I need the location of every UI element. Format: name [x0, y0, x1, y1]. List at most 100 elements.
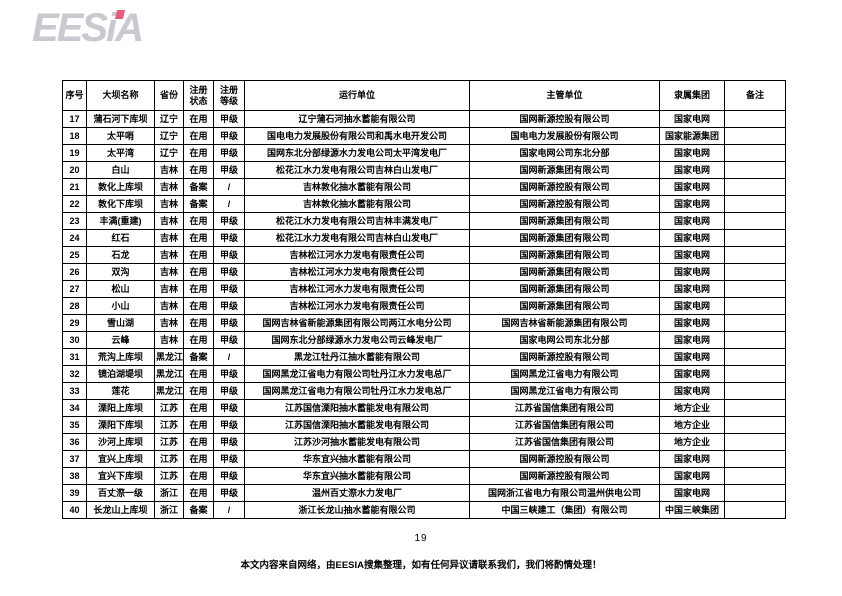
- table-cell-province: 吉林: [154, 229, 184, 247]
- table-cell-group: 国家电网: [659, 178, 725, 196]
- table-cell-supervisor: 国网新源集团有限公司: [469, 212, 660, 230]
- table-row: 40 长龙山上库坝 浙江 备案 / 浙江长龙山抽水蓄能有限公司 中国三峡建工（集团）有限公司…: [62, 501, 786, 519]
- table-cell-reg_grade: 甲级: [213, 144, 245, 162]
- table-cell-supervisor: 国家电网公司东北分部: [469, 144, 660, 162]
- table-cell-remark: [724, 263, 786, 281]
- table-cell-remark: [724, 382, 786, 400]
- table-cell-supervisor: 国网浙江省电力有限公司温州供电公司: [469, 484, 660, 502]
- table-cell-reg_grade: 甲级: [213, 297, 245, 315]
- table-cell-supervisor: 国网新源集团有限公司: [469, 280, 660, 298]
- table-cell-province: 吉林: [154, 212, 184, 230]
- table-cell-name: 溧阳上库坝: [86, 399, 155, 417]
- column-header-remark: 备注: [724, 80, 786, 111]
- table-cell-supervisor: 国网新源控股有限公司: [469, 110, 660, 128]
- table-cell-supervisor: 国网新源集团有限公司: [469, 161, 660, 179]
- table-row: 26 双沟 吉林 在用 甲级 吉林松江河水力发电有限责任公司 国网新源集团有限公司 国家电网: [62, 263, 786, 281]
- table-cell-province: 浙江: [154, 501, 184, 519]
- table-cell-reg_grade: 甲级: [213, 450, 245, 468]
- table-cell-reg_grade: 甲级: [213, 314, 245, 332]
- table-cell-operator: 浙江长龙山抽水蓄能有限公司: [244, 501, 470, 519]
- table-cell-reg_status: 在用: [183, 110, 214, 128]
- column-header-num: 序号: [62, 80, 87, 111]
- table-cell-group: 国家电网: [659, 110, 725, 128]
- table-cell-num: 28: [62, 297, 87, 315]
- table-cell-operator: 吉林松江河水力发电有限责任公司: [244, 263, 470, 281]
- table-cell-reg_status: 在用: [183, 127, 214, 145]
- table-cell-remark: [724, 399, 786, 417]
- table-cell-province: 吉林: [154, 280, 184, 298]
- table-cell-reg_status: 在用: [183, 484, 214, 502]
- table-cell-operator: 江苏国信溧阳抽水蓄能发电有限公司: [244, 416, 470, 434]
- table-cell-supervisor: 国网新源控股有限公司: [469, 178, 660, 196]
- table-cell-reg_grade: 甲级: [213, 212, 245, 230]
- table-row: 20 白山 吉林 在用 甲级 松花江水力发电有限公司吉林白山发电厂 国网新源集团有限公司 国家…: [62, 161, 786, 179]
- table-cell-province: 江苏: [154, 416, 184, 434]
- table-cell-supervisor: 国网新源控股有限公司: [469, 195, 660, 213]
- table-cell-operator: 黑龙江牡丹江抽水蓄能有限公司: [244, 348, 470, 366]
- column-header-reg_grade: 注册 等级: [213, 80, 245, 111]
- table-cell-reg_status: 在用: [183, 297, 214, 315]
- table-cell-remark: [724, 212, 786, 230]
- table-row: 34 溧阳上库坝 江苏 在用 甲级 江苏国信溧阳抽水蓄能发电有限公司 江苏省国信集团有限公司…: [62, 399, 786, 417]
- table-cell-reg_grade: 甲级: [213, 161, 245, 179]
- table-row: 17 蒲石河下库坝 辽宁 在用 甲级 辽宁蒲石河抽水蓄能有限公司 国网新源控股有限公司 国家电…: [62, 110, 786, 128]
- table-cell-name: 雪山湖: [86, 314, 155, 332]
- table-row: 33 莲花 黑龙江 在用 甲级 国网黑龙江省电力有限公司牡丹江水力发电总厂 国网黑龙江省电力…: [62, 382, 786, 400]
- column-header-reg_status: 注册 状态: [183, 80, 214, 111]
- table-cell-num: 37: [62, 450, 87, 468]
- table-cell-operator: 吉林敦化抽水蓄能有限公司: [244, 195, 470, 213]
- table-cell-name: 荒沟上库坝: [86, 348, 155, 366]
- table-cell-num: 39: [62, 484, 87, 502]
- table-cell-name: 太平湾: [86, 144, 155, 162]
- column-header-operator: 运行单位: [244, 80, 470, 111]
- table-cell-num: 35: [62, 416, 87, 434]
- table-cell-remark: [724, 110, 786, 128]
- table-cell-province: 江苏: [154, 433, 184, 451]
- table-row: 27 松山 吉林 在用 甲级 吉林松江河水力发电有限责任公司 国网新源集团有限公司 国家电网: [62, 280, 786, 298]
- table-cell-num: 23: [62, 212, 87, 230]
- table-cell-group: 国家电网: [659, 246, 725, 264]
- table-cell-num: 25: [62, 246, 87, 264]
- table-cell-name: 敦化下库坝: [86, 195, 155, 213]
- table-cell-reg_grade: /: [213, 178, 245, 196]
- table-cell-operator: 松花江水力发电有限公司吉林丰满发电厂: [244, 212, 470, 230]
- table-cell-province: 吉林: [154, 195, 184, 213]
- table-cell-supervisor: 国网新源集团有限公司: [469, 263, 660, 281]
- table-cell-group: 国家电网: [659, 212, 725, 230]
- table-cell-name: 长龙山上库坝: [86, 501, 155, 519]
- table-cell-operator: 国电电力发展股份有限公司和禹水电开发公司: [244, 127, 470, 145]
- table-cell-group: 地方企业: [659, 416, 725, 434]
- table-cell-remark: [724, 348, 786, 366]
- table-cell-remark: [724, 450, 786, 468]
- table-cell-reg_status: 在用: [183, 280, 214, 298]
- table-cell-supervisor: 国网新源控股有限公司: [469, 348, 660, 366]
- table-cell-remark: [724, 484, 786, 502]
- table-cell-province: 辽宁: [154, 110, 184, 128]
- table-cell-reg_status: 在用: [183, 399, 214, 417]
- table-cell-reg_grade: /: [213, 501, 245, 519]
- table-cell-name: 宜兴上库坝: [86, 450, 155, 468]
- table-row: 28 小山 吉林 在用 甲级 吉林松江河水力发电有限责任公司 国网新源集团有限公司 国家电网: [62, 297, 786, 315]
- table-cell-supervisor: 国家电网公司东北分部: [469, 331, 660, 349]
- table-cell-group: 国家电网: [659, 195, 725, 213]
- table-cell-group: 地方企业: [659, 399, 725, 417]
- table-cell-group: 国家电网: [659, 348, 725, 366]
- table-row: 37 宜兴上库坝 江苏 在用 甲级 华东宜兴抽水蓄能有限公司 国网新源控股有限公司 国家电网: [62, 450, 786, 468]
- table-row: 21 敦化上库坝 吉林 备案 / 吉林敦化抽水蓄能有限公司 国网新源控股有限公司 国家电网: [62, 178, 786, 196]
- table-cell-province: 江苏: [154, 467, 184, 485]
- table-cell-operator: 国网吉林省新能源集团有限公司两江水电分公司: [244, 314, 470, 332]
- table-cell-supervisor: 江苏省国信集团有限公司: [469, 399, 660, 417]
- table-cell-name: 云峰: [86, 331, 155, 349]
- table-cell-province: 江苏: [154, 450, 184, 468]
- table-cell-group: 国家电网: [659, 382, 725, 400]
- table-header-row: 序号 大坝名称 省份 注册 状态 注册 等级 运行单位 主管单位 隶属集团 备注: [62, 80, 786, 111]
- table-cell-reg_grade: /: [213, 348, 245, 366]
- table-cell-remark: [724, 331, 786, 349]
- table-row: 18 太平哨 辽宁 在用 甲级 国电电力发展股份有限公司和禹水电开发公司 国电电力发展股份有…: [62, 127, 786, 145]
- table-cell-reg_status: 备案: [183, 348, 214, 366]
- table-cell-province: 吉林: [154, 297, 184, 315]
- table-cell-remark: [724, 365, 786, 383]
- table-cell-name: 太平哨: [86, 127, 155, 145]
- table-row: 36 沙河上库坝 江苏 在用 甲级 江苏沙河抽水蓄能发电有限公司 江苏省国信集团有限公司 地方…: [62, 433, 786, 451]
